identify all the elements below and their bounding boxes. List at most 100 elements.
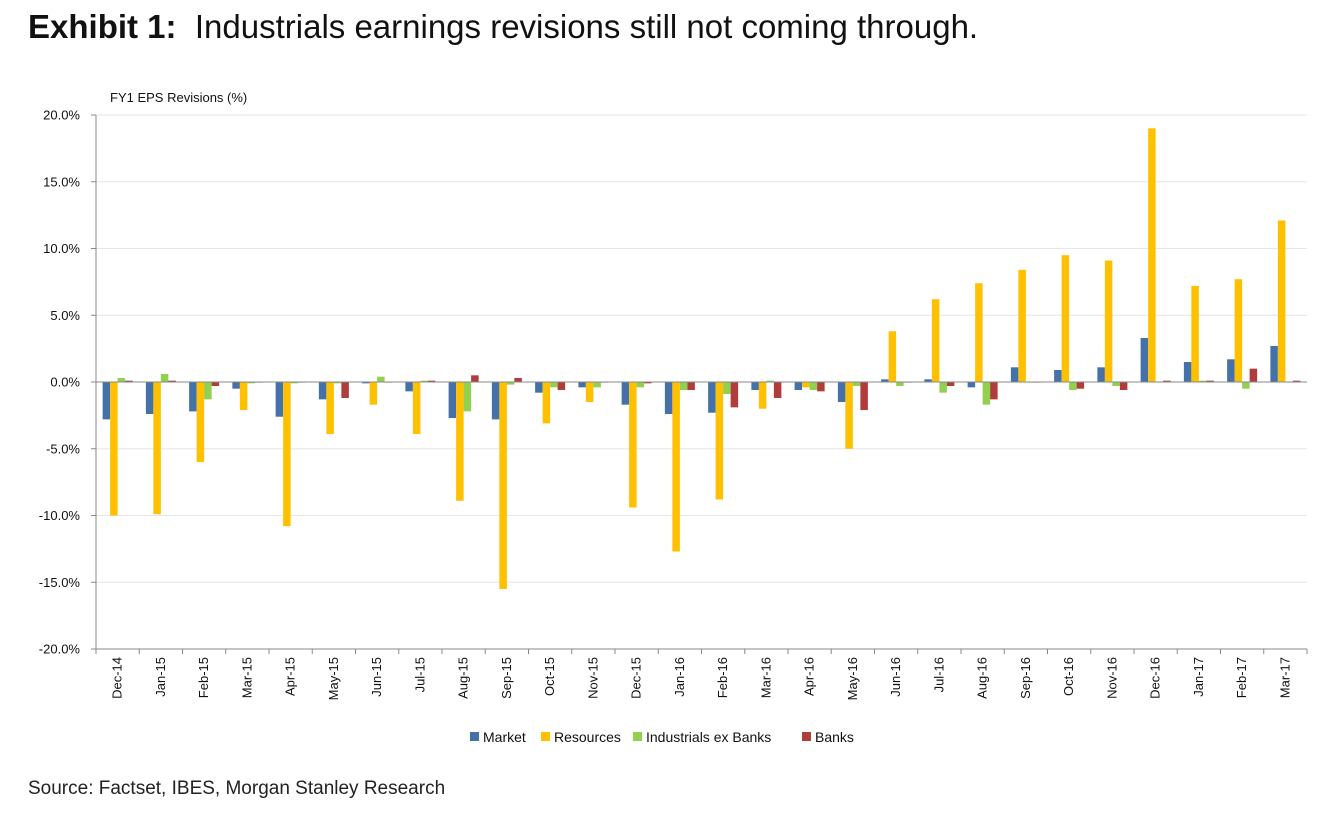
bar-market (578, 382, 586, 388)
legend-label: Industrials ex Banks (646, 729, 771, 745)
bar-market (924, 379, 932, 382)
x-tick-label: Jan-17 (1191, 657, 1206, 697)
bar-market (1140, 337, 1149, 382)
bar-banks (990, 382, 998, 400)
bar-industrials-ex-banks (1242, 382, 1250, 389)
x-tick-label: Oct-16 (1061, 657, 1076, 696)
bar-market (837, 382, 846, 403)
bar-market (535, 382, 543, 393)
x-tick-label: Aug-15 (456, 657, 471, 699)
bar-resources (153, 382, 161, 515)
bar-banks (1163, 380, 1171, 382)
bar-banks (1249, 368, 1258, 382)
bar-resources (585, 382, 594, 403)
y-tick-label: -20.0% (39, 642, 81, 657)
bar-resources (845, 382, 853, 449)
x-tick-label: Dec-16 (1148, 657, 1163, 699)
bar-industrials-ex-banks (420, 380, 428, 382)
legend-label: Market (483, 729, 526, 745)
bar-market (881, 379, 889, 382)
bar-banks (730, 382, 739, 408)
bar-market (102, 382, 111, 420)
bar-resources (196, 382, 205, 463)
bar-industrials-ex-banks (506, 382, 515, 385)
y-tick-label: -5.0% (46, 441, 80, 456)
legend-swatch (541, 732, 550, 741)
bar-resources (931, 299, 940, 382)
source-note: Source: Factset, IBES, Morgan Stanley Re… (28, 778, 446, 799)
bar-banks (168, 380, 176, 382)
x-tick-label: Apr-15 (283, 657, 298, 696)
bar-market (1270, 345, 1278, 382)
legend-label: Banks (815, 729, 854, 745)
bar-resources (758, 382, 767, 409)
bar-banks (514, 377, 522, 382)
bar-banks (1119, 382, 1128, 391)
bar-industrials-ex-banks (1112, 382, 1120, 387)
x-tick-label: Sep-16 (1018, 657, 1033, 699)
bar-market (275, 382, 284, 417)
bar-market (621, 382, 630, 405)
bar-resources (412, 382, 421, 435)
bar-market (145, 382, 154, 415)
x-tick-label: Sep-15 (499, 657, 514, 699)
y-tick-label: 20.0% (43, 108, 80, 123)
x-tick-label: Jul-16 (931, 657, 946, 692)
x-tick-label: Aug-16 (975, 657, 990, 699)
bar-banks (860, 382, 868, 411)
bar-industrials-ex-banks (160, 373, 169, 382)
bar-industrials-ex-banks (723, 382, 731, 395)
bar-banks (687, 382, 695, 391)
bar-industrials-ex-banks (593, 382, 601, 388)
x-tick-label: Feb-15 (196, 657, 211, 698)
bar-industrials-ex-banks (939, 382, 947, 393)
bar-resources (1277, 220, 1286, 382)
y-tick-label: 10.0% (43, 241, 80, 256)
bar-industrials-ex-banks (809, 382, 818, 391)
y-tick-label: 5.0% (50, 308, 80, 323)
legend-swatch (470, 732, 479, 741)
bar-market (491, 382, 500, 420)
bar-resources (1191, 285, 1199, 382)
bar-industrials-ex-banks (679, 382, 688, 391)
x-tick-label: Feb-17 (1234, 657, 1249, 698)
bar-resources (1148, 128, 1156, 382)
bar-banks (817, 382, 825, 392)
bar-market (1183, 361, 1192, 382)
bar-market (794, 382, 803, 391)
bar-banks (471, 375, 479, 382)
bar-resources (1104, 260, 1113, 382)
bar-resources (1061, 255, 1070, 382)
x-tick-label: Jul-15 (412, 657, 427, 692)
bar-resources (369, 382, 378, 405)
bar-resources (456, 382, 464, 501)
bar-market (751, 382, 759, 391)
bar-market (362, 382, 370, 384)
y-axis-title: FY1 EPS Revisions (%) (110, 90, 247, 105)
bar-resources (672, 382, 680, 552)
bar-industrials-ex-banks (290, 382, 299, 384)
bar-resources (802, 382, 810, 388)
bar-industrials-ex-banks (1198, 380, 1207, 382)
exhibit-heading: Industrials earnings revisions still not… (194, 8, 979, 45)
x-tick-label: Nov-15 (585, 657, 600, 699)
bars (102, 128, 1301, 589)
bar-banks (946, 382, 955, 387)
exhibit-number: Exhibit 1: (28, 8, 177, 45)
legend: Market Resources Industrials ex Banks Banks (470, 729, 854, 745)
legend-swatch (802, 732, 811, 741)
bar-market (1010, 367, 1019, 382)
bar-resources (715, 382, 724, 500)
bar-market (1097, 367, 1105, 382)
bar-industrials-ex-banks (1069, 382, 1077, 391)
legend-swatch (633, 732, 642, 741)
legend-label: Resources (554, 729, 621, 745)
bar-banks (644, 382, 652, 384)
bar-resources (283, 382, 291, 527)
bar-market (708, 382, 716, 413)
x-tick-label: Dec-14 (110, 657, 125, 699)
x-tick-label: Apr-16 (802, 657, 817, 696)
bar-banks (557, 382, 566, 391)
bar-banks (1292, 380, 1301, 382)
bar-market (232, 382, 240, 389)
